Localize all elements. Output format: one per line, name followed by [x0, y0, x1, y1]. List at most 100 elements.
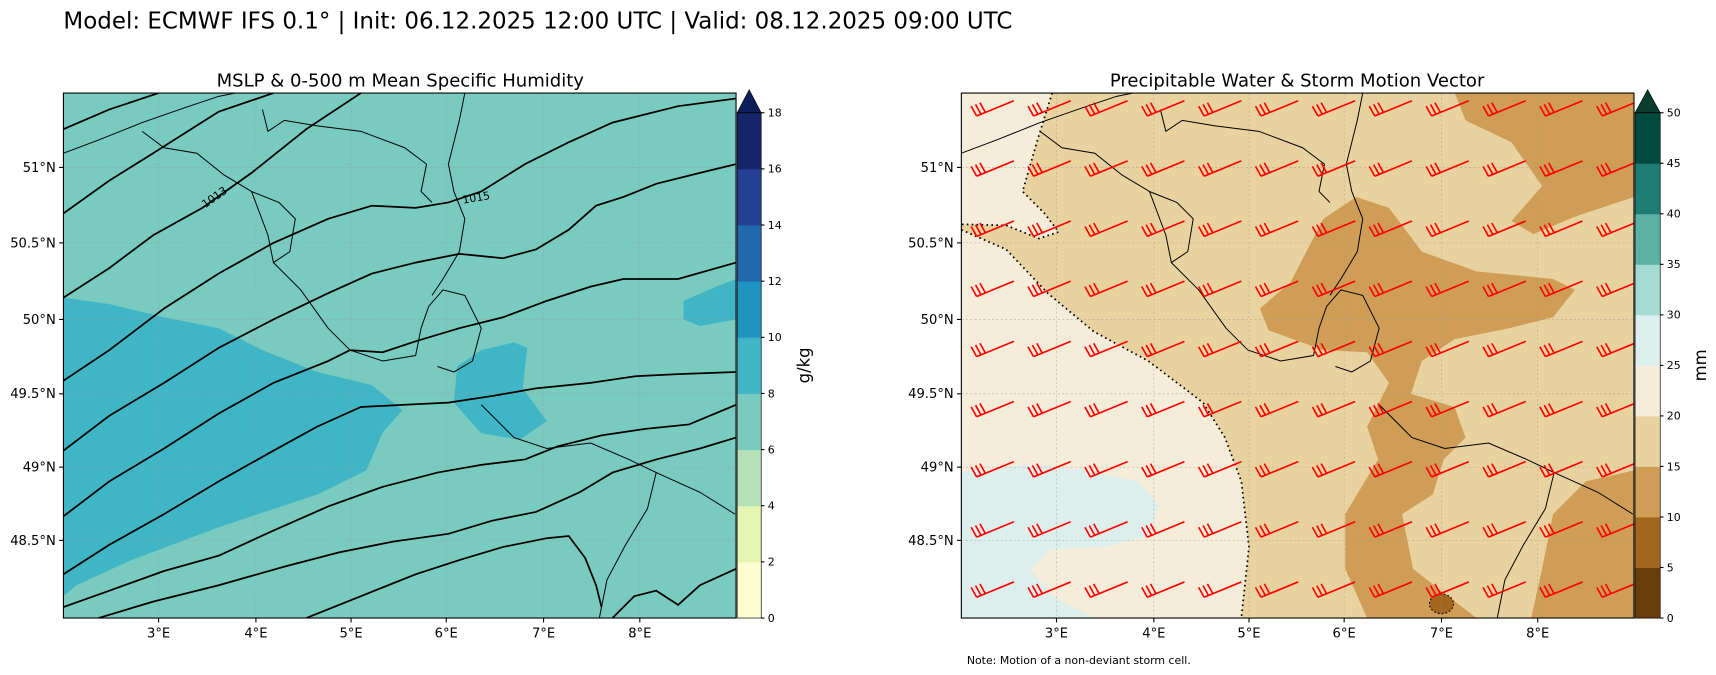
wind-barb — [1425, 400, 1470, 418]
wind-barb — [1141, 581, 1185, 599]
wind-barb — [1596, 222, 1634, 238]
wind-barb — [1425, 99, 1470, 117]
wind-barb — [1311, 581, 1356, 599]
colorbar-tick-label: 5 — [1667, 561, 1674, 574]
pw-25mm-dotted-contour — [961, 93, 1250, 619]
wind-barb — [1254, 220, 1299, 238]
wind-barb — [1254, 400, 1299, 418]
lat-tick-label: 51°N — [23, 161, 56, 176]
storm-motion-barbs — [970, 99, 1634, 599]
wind-barb — [1197, 400, 1242, 418]
lon-tick-label: 5°E — [339, 627, 362, 642]
wind-barb — [1596, 162, 1634, 177]
lat-tick-label: 49.5°N — [908, 387, 954, 402]
figure-suptitle: Model: ECMWF IFS 0.1° | Init: 06.12.2025… — [63, 9, 1012, 35]
wind-barb — [1197, 280, 1242, 298]
colorbar-bin — [1635, 365, 1661, 417]
wind-barb — [1482, 460, 1527, 478]
isobars — [63, 93, 737, 619]
isobar-line — [63, 403, 737, 608]
colorbar-bin — [1635, 264, 1661, 316]
lon-axis-right: 3°E 4°E 5°E 6°E 7°E 8°E — [1045, 618, 1549, 642]
wind-barb — [1254, 99, 1299, 117]
colorbar-bin — [737, 505, 762, 563]
lat-tick-label: 50.5°N — [10, 236, 56, 251]
wind-barb — [1197, 521, 1242, 538]
wind-barb — [1141, 280, 1185, 298]
wind-barb — [1141, 160, 1185, 177]
wind-barb — [970, 280, 1015, 298]
wind-barb — [970, 99, 1015, 117]
wind-barb — [970, 581, 1015, 599]
wind-barb — [1084, 220, 1128, 238]
colorbar-bin — [1635, 466, 1661, 518]
wind-barb — [1254, 160, 1299, 177]
wind-barb — [1254, 280, 1299, 298]
gridlines-right — [961, 93, 1634, 619]
wind-barb — [1482, 581, 1527, 599]
wind-barb — [1539, 280, 1583, 298]
wind-barb — [1027, 460, 1072, 478]
pw-fill-dark-ne — [1454, 93, 1634, 235]
colorbar-bin — [737, 337, 762, 394]
wind-barb — [1254, 340, 1299, 358]
lon-tick-label: 5°E — [1237, 627, 1260, 642]
lon-tick-label: 4°E — [1142, 627, 1165, 642]
wind-barb — [1425, 280, 1470, 298]
colorbar-bin — [737, 449, 762, 507]
colorbar-tick-label: 30 — [1667, 309, 1681, 322]
wind-barb — [1141, 99, 1185, 117]
wind-barb — [1027, 280, 1072, 298]
colorbar-tick-label: 6 — [768, 443, 775, 456]
lon-tick-label: 7°E — [532, 627, 555, 642]
wind-barb — [1596, 462, 1634, 478]
wind-barb — [1425, 521, 1470, 538]
isobar-line — [611, 568, 737, 619]
wind-barb — [1197, 340, 1242, 358]
wind-barb — [1254, 581, 1299, 599]
wind-barb — [1027, 220, 1072, 238]
left-panel-title: MSLP & 0-500 m Mean Specific Humidity — [217, 70, 585, 91]
lon-tick-label: 6°E — [435, 627, 458, 642]
colorbar-tick-label: 45 — [1667, 157, 1681, 170]
wind-barb — [1311, 521, 1356, 538]
wind-barb — [1368, 220, 1413, 238]
lat-tick-label: 48.5°N — [908, 534, 954, 549]
wind-barb — [1368, 99, 1413, 117]
isobar-line — [63, 97, 737, 382]
wind-barb — [1596, 402, 1634, 418]
gridlines-left — [63, 93, 737, 619]
wind-barb — [1482, 280, 1527, 298]
wind-barb — [1311, 340, 1356, 358]
wind-barb — [1027, 340, 1072, 358]
colorbar-tick-label: 25 — [1667, 359, 1681, 372]
storm-motion-note: Note: Motion of a non-deviant storm cell… — [967, 654, 1191, 667]
colorbar-bin — [1635, 516, 1661, 568]
lat-tick-label: 48.5°N — [10, 534, 56, 549]
wind-barb — [1539, 400, 1583, 418]
wind-barb — [1084, 521, 1128, 538]
wind-barb — [1084, 581, 1128, 599]
pw-fill-light-north — [961, 93, 1059, 239]
lat-tick-label: 50.5°N — [908, 236, 954, 251]
wind-barb — [970, 160, 1015, 177]
lat-tick-label: 51°N — [921, 161, 954, 176]
colorbar-tick-label: 35 — [1667, 258, 1681, 271]
isobar-line — [305, 535, 603, 619]
wind-barb — [1197, 460, 1242, 478]
humidity-fill-moist-edge — [683, 278, 737, 327]
wind-barb — [1596, 523, 1634, 538]
wind-barb — [1084, 400, 1128, 418]
pw-colorbar-label: mm — [1691, 349, 1710, 381]
wind-barb — [1539, 160, 1583, 177]
lon-tick-label: 4°E — [244, 627, 267, 642]
wind-barb — [1084, 99, 1128, 117]
wind-barb — [1482, 99, 1527, 117]
colorbar-bin — [1635, 567, 1661, 619]
colorbar-tick-label: 8 — [768, 387, 775, 400]
wind-barb — [1425, 220, 1470, 238]
wind-barb — [1482, 400, 1527, 418]
wind-barb — [1084, 460, 1128, 478]
wind-barb — [1141, 400, 1185, 418]
